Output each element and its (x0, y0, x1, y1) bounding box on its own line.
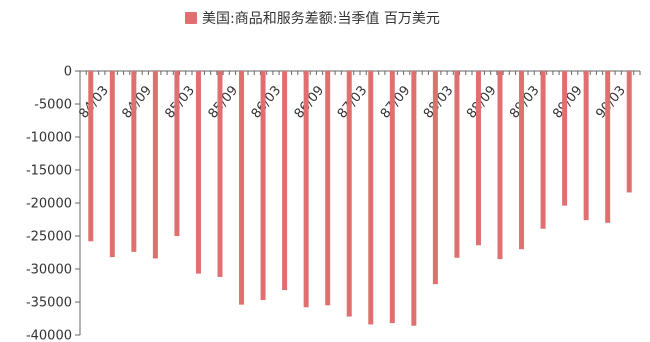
x-tick-label: 89/03 (507, 83, 543, 121)
bar[interactable] (174, 71, 180, 236)
bar[interactable] (282, 71, 288, 291)
y-tick-label: -35000 (26, 296, 72, 311)
bar[interactable] (540, 71, 546, 229)
bar[interactable] (88, 71, 94, 242)
bars (88, 71, 632, 326)
bar[interactable] (605, 71, 611, 223)
y-tick-label: 0 (64, 65, 72, 80)
x-tick-label: 87/03 (335, 83, 371, 121)
x-tick-label: 89/09 (550, 83, 586, 121)
legend[interactable]: 美国:商品和服务差额:当季值 百万美元 (185, 11, 440, 27)
bar[interactable] (239, 71, 245, 305)
bar[interactable] (562, 71, 568, 206)
bar[interactable] (475, 71, 481, 246)
bar[interactable] (583, 71, 589, 221)
y-tick-label: -20000 (26, 197, 72, 212)
y-tick-label: -40000 (26, 329, 72, 342)
bar[interactable] (497, 71, 503, 260)
bar[interactable] (260, 71, 266, 301)
bar[interactable] (454, 71, 460, 258)
bar[interactable] (195, 71, 201, 274)
y-axis: 0 -5000 -10000 -15000 -20000 -25000 -30000 -350… (26, 65, 81, 342)
bar[interactable] (152, 71, 158, 259)
bar[interactable] (432, 71, 438, 285)
x-tick-label: 88/09 (464, 83, 500, 121)
x-axis: 84/03 84/09 85/03 85/09 86/03 86/09 87/03 87/09… (76, 70, 641, 122)
bar[interactable] (368, 71, 374, 325)
y-tick-label: -30000 (26, 263, 72, 278)
bar[interactable] (131, 71, 137, 252)
bar[interactable] (519, 71, 525, 250)
bar[interactable] (217, 71, 223, 277)
y-tick-label: -25000 (26, 230, 72, 245)
bar[interactable] (346, 71, 352, 317)
x-tick-label: 87/09 (378, 83, 414, 121)
x-tick-label: 86/09 (292, 83, 328, 121)
x-tick-label: 86/03 (249, 83, 285, 121)
x-tick-label: 85/03 (162, 83, 198, 121)
bar[interactable] (325, 71, 331, 306)
bar[interactable] (389, 71, 395, 324)
y-tick-label: -5000 (34, 98, 72, 113)
x-tick-label: 85/09 (206, 83, 242, 121)
bar[interactable] (303, 71, 309, 308)
y-tick-label: -10000 (26, 131, 72, 146)
bar[interactable] (411, 71, 417, 326)
bar[interactable] (626, 71, 632, 193)
x-tick-label: 90/03 (593, 83, 629, 121)
x-tick-label: 88/03 (421, 83, 457, 121)
bar[interactable] (109, 71, 115, 258)
y-tick-label: -15000 (26, 164, 72, 179)
legend-label: 美国:商品和服务差额:当季值 百万美元 (202, 11, 440, 27)
legend-swatch (185, 12, 197, 24)
x-tick-label: 84/03 (76, 83, 112, 121)
x-tick-label: 84/09 (119, 83, 155, 121)
